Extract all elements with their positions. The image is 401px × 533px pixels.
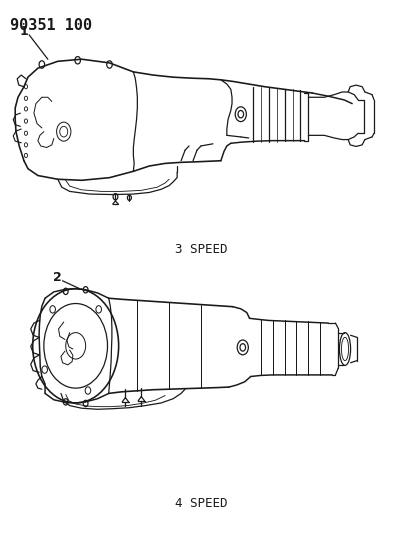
Text: 90351 100: 90351 100 bbox=[10, 18, 92, 33]
Text: 2: 2 bbox=[53, 271, 61, 284]
Text: 3 SPEED: 3 SPEED bbox=[174, 243, 227, 255]
Text: 1: 1 bbox=[20, 25, 28, 38]
Text: 4 SPEED: 4 SPEED bbox=[174, 497, 227, 510]
